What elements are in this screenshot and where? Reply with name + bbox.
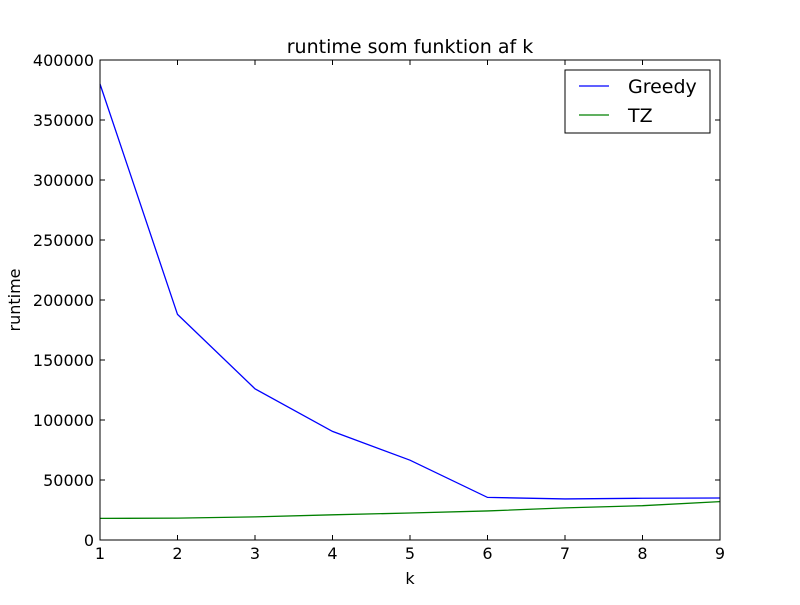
series-layer: [99, 83, 721, 520]
y-axis-ticks: 0 50000 100000 150000 200000 250000 300000 3500…: [33, 51, 720, 550]
x-tick-label: 5: [405, 544, 415, 563]
legend-label-greedy: Greedy: [628, 76, 697, 98]
legend: Greedy TZ: [564, 69, 711, 134]
x-tick-label: 6: [482, 544, 492, 563]
legend-box: [564, 69, 711, 134]
y-tick-label: 250000: [33, 231, 94, 250]
y-tick-label: 50000: [43, 471, 94, 490]
y-tick-label: 0: [84, 531, 94, 550]
y-tick-label: 350000: [33, 111, 94, 130]
x-tick-label: 4: [327, 544, 337, 563]
y-tick-label: 150000: [33, 351, 94, 370]
y-tick-label: 200000: [33, 291, 94, 310]
x-tick-label: 8: [637, 544, 647, 563]
x-tick-label: 2: [172, 544, 182, 563]
y-tick-label: 400000: [33, 51, 94, 70]
x-tick-label: 1: [95, 544, 105, 563]
series-line-tz: [99, 500, 721, 520]
y-tick-label: 300000: [33, 171, 94, 190]
x-tick-label: 9: [715, 544, 725, 563]
series-line-greedy: [99, 83, 721, 500]
y-tick-label: 100000: [33, 411, 94, 430]
x-axis-ticks: 1 2 3 4 5 6 7 8 9: [95, 60, 725, 563]
chart-title: runtime som funktion af k: [287, 36, 534, 58]
x-axis-label: k: [405, 569, 415, 588]
x-tick-label: 7: [560, 544, 570, 563]
y-axis-label: runtime: [5, 268, 24, 331]
x-tick-label: 3: [250, 544, 260, 563]
legend-label-tz: TZ: [627, 105, 653, 127]
